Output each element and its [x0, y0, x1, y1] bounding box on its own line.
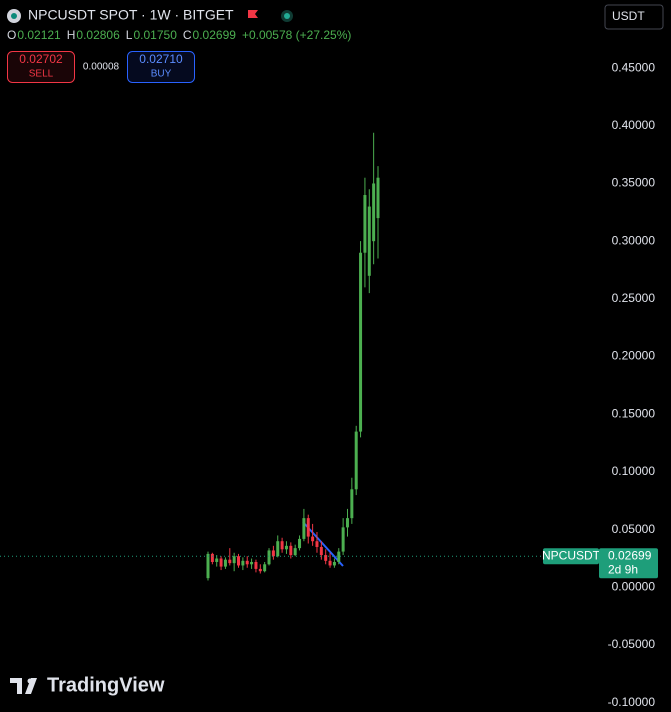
candle-body	[372, 183, 376, 242]
status-dot-inner	[284, 13, 290, 19]
candle-body	[363, 195, 367, 253]
y-tick-label: -0.05000	[608, 637, 656, 651]
tradingview-logo-dot	[27, 678, 33, 684]
sell-label[interactable]: SELL	[29, 69, 54, 80]
currency[interactable]: USDT	[612, 9, 645, 23]
tradingview-branding[interactable]: TradingView	[47, 674, 165, 696]
candle-body	[376, 177, 380, 219]
y-tick-label: 0.05000	[612, 522, 656, 536]
candle-body	[284, 545, 288, 550]
spread: 0.00008	[83, 62, 120, 73]
buy-button[interactable]	[127, 51, 195, 83]
candle-body	[223, 559, 227, 567]
y-tick-label: 0.15000	[612, 406, 656, 420]
candle-body	[315, 541, 319, 547]
candle-body	[258, 568, 262, 572]
candle-body	[350, 489, 354, 519]
symbol-logo-inner	[11, 13, 17, 19]
candle-body	[219, 558, 223, 567]
ohlc-value: 0.02806	[76, 28, 120, 42]
candle-body	[341, 527, 345, 552]
candle-body	[324, 555, 328, 561]
y-tick-label: 0.10000	[612, 464, 656, 478]
last-price-box	[599, 548, 658, 579]
candle-body	[263, 564, 267, 572]
candle-body	[311, 536, 315, 542]
candle-body	[250, 561, 254, 565]
y-tick-label: 0.40000	[612, 118, 656, 132]
ohlc-value: 0.02121	[17, 28, 61, 42]
buy-label[interactable]: BUY	[151, 69, 172, 80]
change: +0.00578 (+27.25%)	[242, 28, 351, 42]
y-tick-label: 0.25000	[612, 291, 656, 305]
candle-body	[267, 550, 271, 565]
candle-body	[241, 560, 245, 566]
y-tick-label: 0.00000	[612, 580, 656, 594]
currency-dropdown[interactable]	[604, 4, 664, 30]
candle-body	[337, 551, 341, 562]
sell-price[interactable]: 0.02702	[19, 52, 63, 66]
countdown: 2d 9h	[608, 562, 638, 576]
ohlc-label: C	[183, 28, 192, 42]
ohlc-label: O	[7, 28, 16, 42]
candle-body	[328, 560, 332, 566]
candle-body	[237, 556, 241, 566]
last-price: 0.02699	[608, 548, 652, 562]
symbol-title[interactable]: NPCUSDT SPOT · 1W · BITGET	[28, 7, 234, 23]
ohlc-value: 0.01750	[133, 28, 177, 42]
y-tick-label: 0.20000	[612, 349, 656, 363]
ohlc-value: 0.02699	[193, 28, 237, 42]
candle-body	[359, 252, 363, 432]
candle-body	[302, 518, 306, 539]
candle-body	[306, 518, 310, 537]
y-tick-label: 0.35000	[612, 176, 656, 190]
candle-body	[280, 541, 284, 550]
candle-body	[210, 553, 214, 562]
buy-price[interactable]: 0.02710	[139, 52, 183, 66]
candle-body	[332, 561, 336, 566]
candle-body	[293, 548, 297, 556]
candle-body	[206, 553, 210, 579]
y-tick-label: 0.30000	[612, 233, 656, 247]
candle-body	[345, 518, 349, 528]
candle-body	[319, 546, 323, 556]
sell-button[interactable]	[7, 51, 75, 83]
candle-body	[254, 561, 258, 569]
flag-icon[interactable]	[248, 10, 258, 18]
candle-body	[232, 556, 236, 564]
candle-body	[289, 545, 293, 556]
candle-body	[245, 560, 249, 565]
candle-body	[276, 541, 280, 557]
price-label: NPCUSDT	[542, 548, 601, 562]
y-tick-label: -0.10000	[608, 695, 656, 709]
candle-body	[354, 431, 358, 490]
candle-body	[298, 538, 302, 549]
candle-body	[271, 550, 275, 557]
y-tick-label: 0.45000	[612, 60, 656, 74]
candle-body	[367, 206, 371, 276]
price-label-box	[543, 548, 599, 565]
candle-body	[215, 558, 219, 562]
ohlc-label: L	[126, 28, 133, 42]
candle-body	[228, 559, 232, 564]
ohlc-label: H	[67, 28, 76, 42]
